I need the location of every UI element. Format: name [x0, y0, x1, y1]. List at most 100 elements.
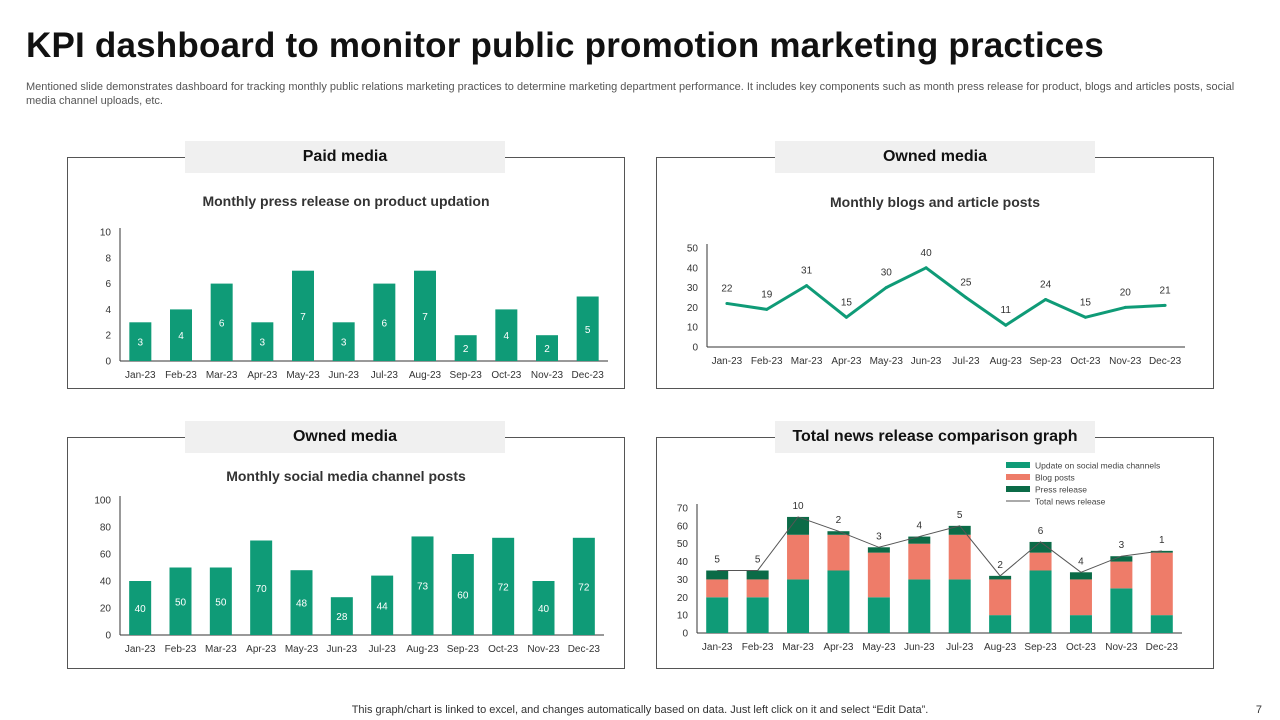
y-tick-label: 50 [687, 244, 699, 255]
bar [411, 536, 434, 635]
x-tick-label: Apr-23 [247, 370, 277, 381]
y-tick-label: 60 [677, 521, 689, 532]
y-tick-label: 8 [105, 253, 111, 264]
line-point [1123, 305, 1127, 309]
tab-owned-media-blogs: Owned media [775, 141, 1095, 173]
stacked-bar-segment [706, 579, 729, 598]
page-subtitle: Mentioned slide demonstrates dashboard f… [26, 81, 1235, 107]
bar [210, 283, 233, 361]
stacked-bar-segment [827, 534, 850, 571]
y-tick-label: 0 [105, 631, 111, 642]
stacked-bar-segment [706, 570, 729, 580]
line-point [805, 284, 809, 288]
x-tick-label: May-23 [286, 370, 320, 381]
stacked-bar-segment [1110, 588, 1133, 633]
x-tick-label: Jun-23 [327, 644, 358, 655]
x-tick-label: May-23 [285, 644, 319, 655]
total-data-label: 5 [957, 510, 963, 521]
stacked-bar-segment [948, 534, 971, 580]
y-tick-label: 0 [105, 357, 111, 368]
bar-data-label: 72 [578, 582, 590, 593]
panel-paid-media: Monthly press release on product updatio… [67, 157, 625, 389]
x-tick-label: Jan-23 [125, 370, 156, 381]
y-tick-label: 30 [687, 283, 699, 294]
bar-data-label: 70 [256, 584, 268, 595]
legend-swatch [1006, 486, 1030, 492]
y-tick-label: 10 [100, 228, 112, 239]
bar-data-label: 44 [377, 601, 389, 612]
stacked-bar-segment [787, 579, 810, 633]
bar-data-label: 4 [504, 331, 510, 342]
social-media-bar-chart[interactable]: 0 20 40 60 80 100 Jan-23 Feb-23 Mar-23 Apr-23 May-… [68, 438, 624, 668]
total-data-label: 5 [714, 555, 720, 566]
x-tick-label: Jan-23 [702, 642, 733, 653]
x-tick-label: Feb-23 [742, 642, 774, 653]
bar [332, 322, 355, 361]
point-data-label: 15 [841, 297, 853, 308]
stacked-bar-segment [989, 575, 1012, 580]
point-data-label: 11 [1001, 305, 1012, 316]
bar [170, 309, 192, 361]
x-tick-label: Aug-23 [409, 370, 442, 381]
stacked-bar-segment [1069, 572, 1092, 580]
chart-title-social: Monthly social media channel posts [226, 468, 466, 484]
bar [129, 322, 152, 361]
x-tick-label: May-23 [862, 642, 896, 653]
x-tick-label: Apr-23 [246, 644, 276, 655]
point-data-label: 20 [1120, 287, 1132, 298]
stacked-bar-segment [1150, 550, 1173, 553]
x-tick-label: Aug-23 [990, 356, 1023, 367]
stacked-bar-segment [827, 570, 850, 633]
bar [250, 540, 273, 635]
total-line [717, 516, 1162, 577]
bar-data-label: 7 [422, 312, 428, 323]
y-tick-label: 20 [677, 593, 689, 604]
bar-data-label: 48 [296, 599, 308, 610]
blogs-line-chart[interactable]: 0 10 20 30 40 50 Jan-23 Feb-23 Mar-23 Apr-23 May-2… [657, 158, 1213, 388]
press-release-bar-chart[interactable]: 0 2 4 6 8 10 Jan-23 Feb-23 Mar-23 Apr-23 May-23 Jun… [68, 158, 624, 388]
total-data-label: 10 [792, 501, 804, 512]
y-tick-label: 10 [687, 323, 699, 334]
stacked-bar-segment [1029, 541, 1052, 553]
bar [492, 537, 515, 635]
x-tick-label: Jun-23 [911, 356, 942, 367]
point-data-label: 30 [881, 268, 893, 279]
x-tick-label: Apr-23 [831, 356, 861, 367]
total-data-label: 4 [917, 521, 923, 532]
bar [290, 570, 313, 635]
y-tick-label: 70 [677, 504, 689, 515]
bar [532, 581, 555, 635]
x-tick-label: Jul-23 [946, 642, 974, 653]
bar [292, 270, 314, 361]
x-tick-label: Jan-23 [712, 356, 743, 367]
comparison-stacked-chart[interactable]: 0 10 20 30 40 50 60 70 Jan-23 Feb-23 Mar-23 Apr-23 M… [657, 438, 1213, 668]
line-point [924, 266, 928, 270]
legend-swatch [1006, 474, 1030, 480]
y-tick-label: 60 [100, 550, 112, 561]
x-tick-label: Nov-23 [531, 370, 564, 381]
bar-data-label: 3 [260, 338, 266, 349]
panel-total-news-release: 0 10 20 30 40 50 60 70 Jan-23 Feb-23 Mar-23 Apr-23 M… [656, 437, 1214, 669]
line-point [725, 301, 729, 305]
stacked-bar-segment [1069, 579, 1092, 616]
stacked-bar-segment [1150, 552, 1173, 616]
y-tick-label: 20 [100, 604, 112, 615]
bar-data-label: 60 [457, 591, 469, 602]
bar-data-label: 40 [538, 604, 550, 615]
bar-data-label: 72 [498, 582, 510, 593]
chart-title-blogs: Monthly blogs and article posts [829, 194, 1041, 210]
stacked-bar-segment [787, 516, 810, 535]
x-tick-label: Jul-23 [371, 370, 399, 381]
legend-swatch [1006, 462, 1030, 468]
stacked-bar-segment [746, 579, 769, 598]
stacked-bar-segment [948, 525, 971, 535]
panel-owned-media-social: Monthly social media channel posts 0 20 40… [67, 437, 625, 669]
line-point [964, 296, 968, 299]
legend-label: Blog posts [1035, 473, 1075, 483]
stacked-bar-segment [908, 579, 931, 633]
line-point [765, 307, 769, 311]
point-data-label: 25 [960, 278, 972, 289]
x-tick-label: Sep-23 [1029, 356, 1062, 367]
tab-total-news-release: Total news release comparison graph [775, 421, 1095, 453]
y-tick-label: 30 [677, 575, 689, 586]
